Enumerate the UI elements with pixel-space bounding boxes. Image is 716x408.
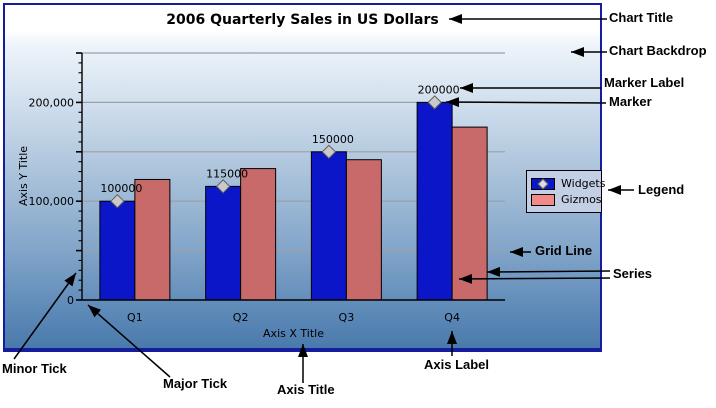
annotation-axis-title: Axis Title [277, 382, 335, 397]
annotation-marker: Marker [609, 94, 652, 109]
annotation-grid-line: Grid Line [535, 243, 593, 258]
chart-backdrop: 2006 Quarterly Sales in US Dollars [3, 3, 602, 352]
chart-title: 2006 Quarterly Sales in US Dollars [166, 12, 439, 28]
annotation-chart-title: Chart Title [609, 10, 674, 25]
legend[interactable]: Widgets Gizmos [526, 170, 605, 213]
annotation-legend: Legend [638, 182, 685, 197]
annotation-series: Series [613, 266, 653, 281]
annotation-chart-backdrop: Chart Backdrop [609, 43, 707, 58]
annotation-major-tick: Major Tick [163, 376, 228, 391]
widgets-series-swatch [531, 177, 555, 190]
legend-item-gizmos[interactable]: Gizmos [531, 193, 602, 206]
annotation-axis-label: Axis Label [424, 357, 490, 372]
legend-label: Widgets [561, 177, 606, 190]
legend-item-widgets[interactable]: Widgets [531, 177, 605, 190]
gizmos-series-swatch [531, 193, 555, 206]
annotation-minor-tick: Minor Tick [2, 361, 67, 376]
diamond-marker-icon [537, 177, 549, 190]
legend-label: Gizmos [561, 193, 602, 206]
annotation-marker-label: Marker Label [604, 75, 685, 90]
